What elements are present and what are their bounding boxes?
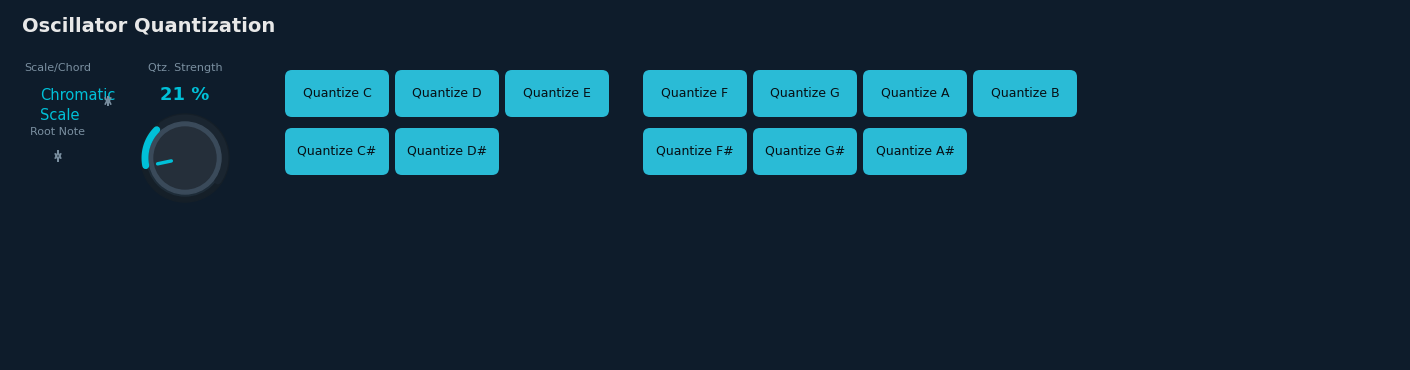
Text: Quantize D: Quantize D — [412, 87, 482, 100]
Text: Quantize C#: Quantize C# — [298, 145, 376, 158]
FancyBboxPatch shape — [643, 70, 747, 117]
FancyBboxPatch shape — [753, 70, 857, 117]
Circle shape — [149, 122, 221, 194]
Text: Quantize F: Quantize F — [661, 87, 729, 100]
Circle shape — [141, 114, 228, 202]
Text: Quantize D#: Quantize D# — [407, 145, 486, 158]
Text: Quantize C: Quantize C — [303, 87, 371, 100]
Text: Quantize E: Quantize E — [523, 87, 591, 100]
FancyBboxPatch shape — [643, 128, 747, 175]
Text: Quantize B: Quantize B — [991, 87, 1059, 100]
Text: Scale: Scale — [39, 108, 79, 123]
FancyBboxPatch shape — [753, 128, 857, 175]
FancyBboxPatch shape — [973, 70, 1077, 117]
Text: Qtz. Strength: Qtz. Strength — [148, 63, 223, 73]
Text: Oscillator Quantization: Oscillator Quantization — [23, 17, 275, 36]
FancyBboxPatch shape — [285, 128, 389, 175]
FancyBboxPatch shape — [395, 70, 499, 117]
Text: Quantize A#: Quantize A# — [876, 145, 955, 158]
FancyBboxPatch shape — [863, 70, 967, 117]
Text: Quantize F#: Quantize F# — [656, 145, 733, 158]
Text: Chromatic: Chromatic — [39, 88, 116, 103]
Circle shape — [154, 127, 216, 189]
FancyBboxPatch shape — [285, 70, 389, 117]
Circle shape — [147, 120, 223, 196]
FancyBboxPatch shape — [863, 128, 967, 175]
FancyBboxPatch shape — [395, 128, 499, 175]
Text: Quantize A: Quantize A — [881, 87, 949, 100]
FancyBboxPatch shape — [505, 70, 609, 117]
Text: 21 %: 21 % — [161, 86, 210, 104]
Text: Quantize G: Quantize G — [770, 87, 840, 100]
Text: Root Note: Root Note — [31, 127, 86, 137]
Text: Scale/Chord: Scale/Chord — [24, 63, 92, 73]
Text: Quantize G#: Quantize G# — [764, 145, 845, 158]
